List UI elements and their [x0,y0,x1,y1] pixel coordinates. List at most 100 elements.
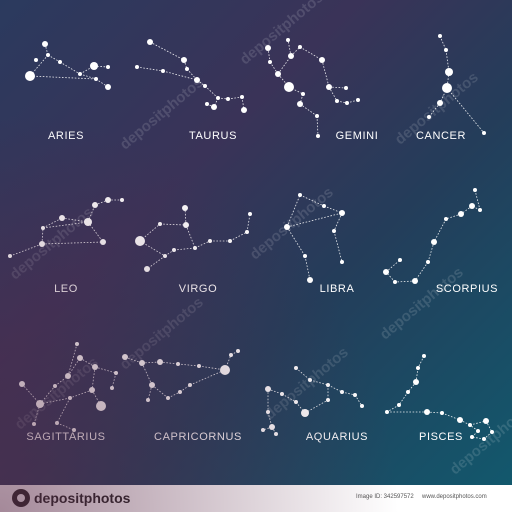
virgo-line [185,224,196,249]
cancer-star [445,68,453,76]
scorpius-line [445,213,462,220]
pisces-line [417,355,425,369]
logo-text: depositphotos [34,490,131,506]
gemini-star [344,86,348,90]
sagittarius-star [53,384,57,388]
libra-line [333,212,343,232]
virgo-star [172,248,176,252]
sagittarius-star [75,342,79,346]
aquarius-line [309,379,329,386]
aquarius-star [280,392,284,396]
libra-star [332,229,336,233]
gemini-star [316,134,320,138]
gemini-star [319,57,325,63]
taurus-line [149,41,185,61]
pisces-star [470,435,474,439]
scorpius-star [431,239,437,245]
aquarius-star [353,393,357,397]
aries-star [58,60,62,64]
sagittarius-line [56,397,71,424]
gemini-line [269,61,279,75]
capricornus-star [139,360,145,366]
cancer-star [438,34,442,38]
capricornus-star [149,382,155,388]
aquarius-star [326,398,330,402]
scorpius-star [383,269,389,275]
pisces-line [426,411,443,414]
libra-line [304,255,311,281]
capricornus-line [141,362,153,386]
virgo-star [193,246,197,250]
aquarius-line [341,391,356,396]
capricornus-star [166,396,170,400]
gemini-star [284,82,294,92]
pisces-line [386,404,400,413]
pisces-star [490,430,494,434]
aries-line [95,78,109,88]
taurus-line [186,68,198,81]
libra-line [286,212,343,228]
capricornus-line [177,363,200,367]
label-capricornus: CAPRICORNUS [154,431,242,443]
aquarius-star [274,432,278,436]
taurus-star [135,65,139,69]
sagittarius-star [36,400,44,408]
scorpius-star [473,188,477,192]
aries-star [78,72,82,76]
aquarius-star [301,409,309,417]
libra-line [333,230,343,263]
scorpius-star [393,280,397,284]
taurus-star [203,84,207,88]
libra-star [298,193,302,197]
aries-line [59,61,81,75]
libra-line [286,226,306,257]
taurus-star [185,67,189,71]
gemini-star [356,98,360,102]
gemini-star [345,101,349,105]
aquarius-line [295,401,306,414]
aries-star [90,62,98,70]
leo-star [120,198,124,202]
virgo-star [245,230,249,234]
leo-line [94,199,109,206]
sagittarius-star [92,364,98,370]
taurus-star [205,102,209,106]
libra-star [340,260,344,264]
taurus-star [226,97,230,101]
sagittarius-star [32,422,36,426]
libra-line [299,194,325,207]
leo-line [9,243,43,257]
gemini-line [299,46,323,61]
virgo-line [173,247,196,251]
gemini-star [275,71,281,77]
aquarius-line [354,394,363,407]
aquarius-star [308,378,312,382]
pisces-line [398,391,409,406]
capricornus-star [157,359,163,365]
pisces-line [485,420,493,433]
taurus-star [211,104,217,110]
aries-star [25,71,35,81]
aquarius-line [267,388,283,395]
scorpius-star [478,208,482,212]
capricornus-star [236,349,240,353]
capricornus-line [167,391,181,399]
capricornus-line [198,365,226,371]
aries-star [42,41,48,47]
taurus-star [181,57,187,63]
capricornus-star [229,353,233,357]
label-leo: LEO [54,283,78,295]
capricornus-line [179,384,191,393]
pisces-star [483,418,489,424]
pisces-line [441,412,461,421]
cancer-star [427,115,431,119]
aquarius-star [340,390,344,394]
virgo-star [135,236,145,246]
virgo-line [246,213,251,233]
cancer-star [442,83,452,93]
sagittarius-star [55,421,59,425]
pisces-star [424,409,430,415]
libra-star [322,204,326,208]
aries-line [79,73,97,80]
